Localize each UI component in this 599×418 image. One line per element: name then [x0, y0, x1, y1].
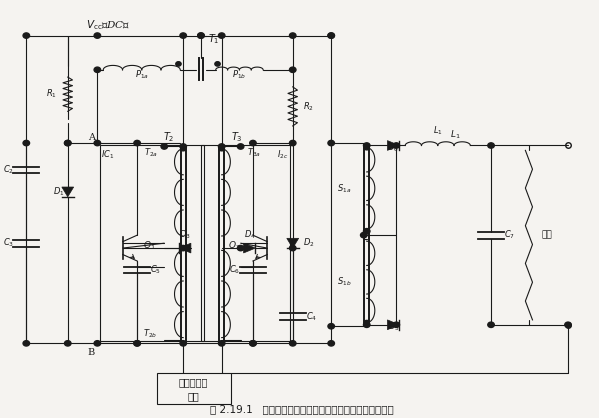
Text: $D_1$: $D_1$	[53, 186, 65, 198]
Text: $L_1$: $L_1$	[433, 124, 443, 137]
Circle shape	[215, 62, 220, 66]
Text: $T_3$: $T_3$	[231, 130, 243, 144]
Circle shape	[65, 140, 71, 146]
Circle shape	[364, 146, 369, 150]
Text: $Q_2$: $Q_2$	[228, 240, 241, 252]
Circle shape	[180, 144, 186, 149]
Circle shape	[134, 140, 140, 146]
Text: $C_5$: $C_5$	[150, 264, 161, 276]
Circle shape	[364, 320, 369, 324]
Circle shape	[488, 322, 494, 327]
Text: $D_5$: $D_5$	[388, 321, 399, 333]
Circle shape	[65, 341, 71, 346]
Text: $D_2$: $D_2$	[303, 237, 315, 250]
Circle shape	[364, 143, 370, 148]
Circle shape	[328, 140, 334, 146]
Circle shape	[361, 232, 367, 238]
Circle shape	[364, 322, 370, 327]
Text: 驱动与隔离: 驱动与隔离	[179, 377, 208, 387]
Text: $D_4$: $D_4$	[244, 228, 255, 241]
Text: 负载: 负载	[542, 231, 553, 240]
Circle shape	[328, 324, 334, 329]
Circle shape	[176, 62, 181, 66]
Circle shape	[250, 341, 256, 346]
Circle shape	[289, 33, 296, 38]
Circle shape	[328, 33, 334, 38]
Circle shape	[250, 140, 256, 146]
Circle shape	[393, 322, 400, 327]
Text: $I_{2c}$: $I_{2c}$	[277, 148, 288, 161]
Circle shape	[328, 33, 334, 38]
Circle shape	[181, 147, 186, 151]
Text: B: B	[88, 348, 95, 357]
Circle shape	[134, 341, 140, 346]
Circle shape	[219, 33, 225, 38]
Circle shape	[289, 67, 296, 72]
Circle shape	[289, 245, 296, 251]
Text: $Q_1$: $Q_1$	[143, 240, 156, 252]
Text: 电路: 电路	[187, 391, 199, 401]
Polygon shape	[388, 140, 400, 150]
Circle shape	[393, 143, 400, 148]
Text: $R_2$: $R_2$	[303, 100, 314, 113]
Text: $T_{2b}$: $T_{2b}$	[144, 328, 158, 340]
Circle shape	[198, 33, 204, 38]
Circle shape	[289, 140, 296, 146]
Circle shape	[289, 341, 296, 346]
Text: $T_1$: $T_1$	[208, 33, 220, 46]
Circle shape	[134, 341, 140, 346]
Circle shape	[198, 33, 204, 38]
Circle shape	[180, 245, 186, 251]
Polygon shape	[244, 243, 255, 253]
Polygon shape	[179, 243, 191, 253]
Circle shape	[161, 144, 168, 149]
Circle shape	[180, 33, 186, 38]
Text: $S_{1a}$: $S_{1a}$	[337, 182, 352, 195]
Text: $P_{1a}$: $P_{1a}$	[135, 68, 149, 81]
Circle shape	[23, 341, 29, 346]
Circle shape	[23, 140, 29, 146]
Circle shape	[65, 140, 71, 146]
Text: $V_{\rm cc}$（DC）: $V_{\rm cc}$（DC）	[86, 18, 130, 32]
Polygon shape	[388, 320, 400, 330]
Circle shape	[94, 140, 101, 146]
Text: $C_7$: $C_7$	[504, 229, 515, 241]
Text: A: A	[88, 133, 95, 142]
Text: $T_2$: $T_2$	[163, 130, 174, 144]
Circle shape	[219, 147, 224, 151]
Text: $S_{1b}$: $S_{1b}$	[337, 275, 352, 288]
Circle shape	[328, 341, 334, 346]
Circle shape	[23, 33, 29, 38]
Circle shape	[364, 229, 370, 234]
Text: $T_{3a}$: $T_{3a}$	[247, 146, 261, 158]
Text: $C_3$: $C_3$	[4, 237, 14, 250]
Circle shape	[94, 33, 101, 38]
Text: $R_1$: $R_1$	[46, 88, 57, 100]
Text: $T_{2a}$: $T_{2a}$	[144, 146, 158, 158]
Circle shape	[180, 341, 186, 346]
Circle shape	[237, 144, 244, 149]
Text: $D_3$: $D_3$	[179, 228, 191, 241]
Polygon shape	[287, 238, 299, 248]
Circle shape	[94, 67, 101, 72]
Text: $C_6$: $C_6$	[229, 264, 240, 276]
Text: $P_{1b}$: $P_{1b}$	[232, 68, 247, 81]
Polygon shape	[62, 187, 74, 197]
Text: $L_1$: $L_1$	[450, 128, 461, 141]
Circle shape	[565, 322, 571, 327]
Circle shape	[94, 341, 101, 346]
Circle shape	[488, 143, 494, 148]
Text: $C_4$: $C_4$	[305, 310, 317, 323]
Text: $C_2$: $C_2$	[4, 164, 14, 176]
Circle shape	[237, 245, 244, 251]
Circle shape	[219, 144, 225, 149]
Text: $D_6$: $D_6$	[388, 141, 400, 154]
Circle shape	[250, 341, 256, 346]
Text: 图 2.19.1   占空比控制的推挽变换器和对应的基极驱动电路: 图 2.19.1 占空比控制的推挽变换器和对应的基极驱动电路	[210, 404, 394, 414]
Text: $IC_1$: $IC_1$	[101, 148, 114, 161]
Circle shape	[219, 341, 225, 346]
